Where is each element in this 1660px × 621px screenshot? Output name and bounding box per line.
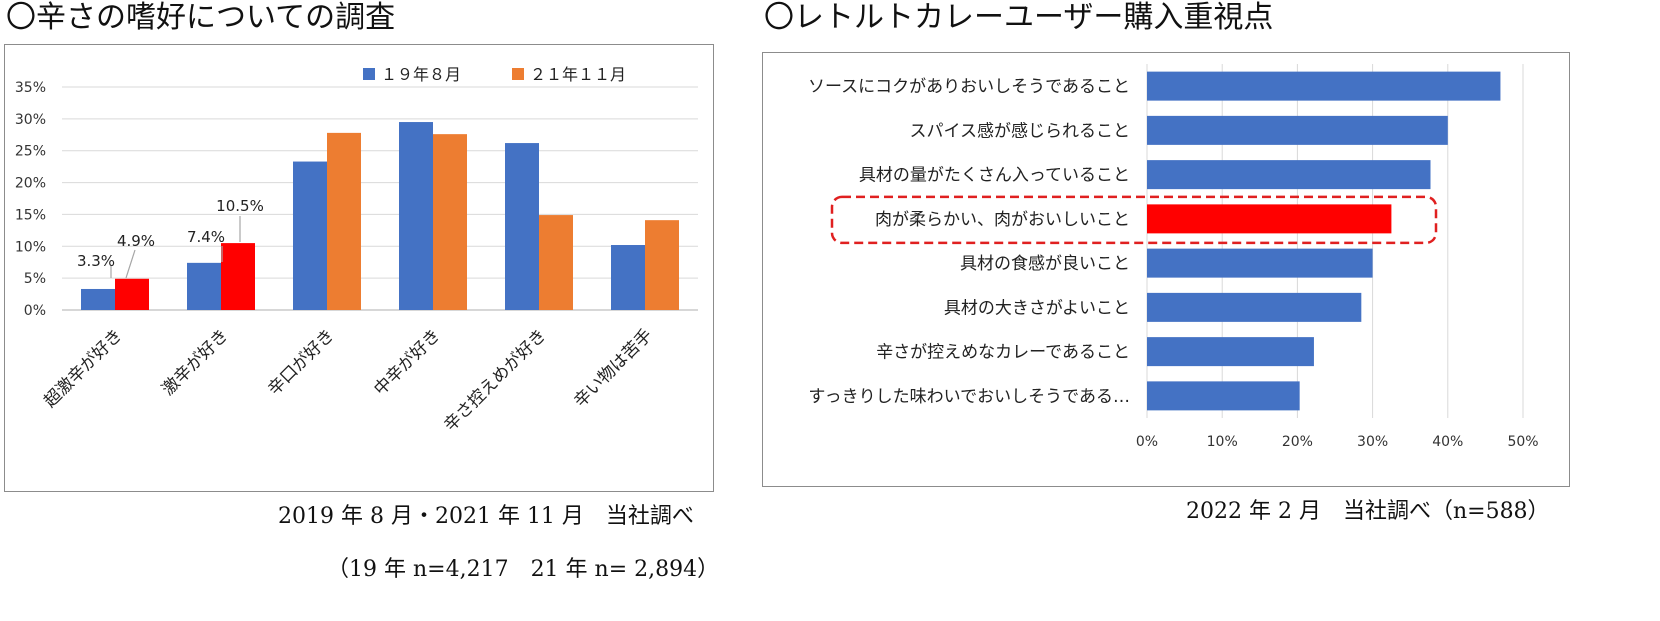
y-tick-label: 20% [15, 176, 46, 192]
legend-swatch [363, 68, 375, 80]
left-chart-title: 〇辛さの嗜好についての調査 [6, 0, 396, 35]
bar [1147, 71, 1501, 101]
bar [1147, 292, 1362, 322]
bar-2021-11 [433, 134, 467, 310]
x-tick-label: 50% [1507, 434, 1538, 450]
data-label-leader [125, 249, 136, 279]
bar-2019-08 [187, 262, 221, 310]
bar-2021-11 [115, 278, 149, 310]
x-tick-label: 40% [1432, 434, 1463, 450]
y-category-label: ソースにコクがありおいしそうであること [808, 77, 1130, 97]
y-category-label: 具材の食感が良いこと [960, 254, 1130, 274]
y-category-label: スパイス感が感じられること [910, 121, 1131, 141]
bar [1147, 337, 1314, 367]
bar-2021-11 [327, 132, 361, 310]
bar [1147, 248, 1373, 278]
bar [1147, 160, 1431, 190]
y-tick-label: 25% [15, 144, 46, 160]
bar-2019-08 [81, 288, 115, 310]
y-category-label: 肉が柔らかい、肉がおいしいこと [875, 210, 1130, 230]
y-tick-label: 35% [15, 80, 46, 96]
data-label: 7.4% [187, 228, 225, 246]
bar [1147, 381, 1300, 411]
x-tick-label: 10% [1207, 434, 1238, 450]
data-label: 3.3% [77, 252, 115, 270]
x-tick-label: 0% [1136, 434, 1158, 450]
y-tick-label: 15% [15, 207, 46, 223]
y-tick-label: 10% [15, 239, 46, 255]
bar-2019-08 [399, 122, 433, 311]
x-tick-label: 20% [1282, 434, 1313, 450]
data-label: 10.5% [216, 197, 264, 215]
y-tick-label: 0% [24, 303, 46, 319]
data-label: 4.9% [117, 232, 155, 250]
highlight-box [830, 195, 1438, 245]
left-source-note: 2019 年 8 月・2021 年 11 月 当社調べ [278, 504, 694, 529]
bar-2021-11 [539, 215, 573, 310]
x-tick-label: 30% [1357, 434, 1388, 450]
y-tick-label: 5% [24, 271, 46, 287]
bar-2021-11 [221, 243, 255, 310]
left-sample-note: （19 年 n=4,217 21 年 n= 2,894） [327, 557, 720, 582]
y-category-label: 具材の大きさがよいこと [944, 298, 1130, 318]
bar-2019-08 [293, 161, 327, 310]
bar [1147, 204, 1392, 234]
right-source-note: 2022 年 2 月 当社調べ（n=588） [1186, 499, 1550, 524]
bar-2021-11 [645, 220, 679, 310]
y-category-label: すっきりした味わいでおいしそうである… [808, 387, 1130, 407]
y-category-label: 辛さが控えめなカレーであること [876, 343, 1130, 363]
right-chart-title: 〇レトルトカレーユーザー購入重視点 [764, 0, 1274, 35]
bar-2019-08 [611, 245, 645, 310]
bar-2019-08 [505, 143, 539, 310]
y-category-label: 具材の量がたくさん入っていること [859, 166, 1130, 186]
legend-label: １９年８月 [381, 65, 461, 84]
legend-label: ２１年１１月 [530, 65, 626, 84]
bar [1147, 115, 1448, 145]
y-tick-label: 30% [15, 112, 46, 128]
legend-swatch [512, 68, 524, 80]
